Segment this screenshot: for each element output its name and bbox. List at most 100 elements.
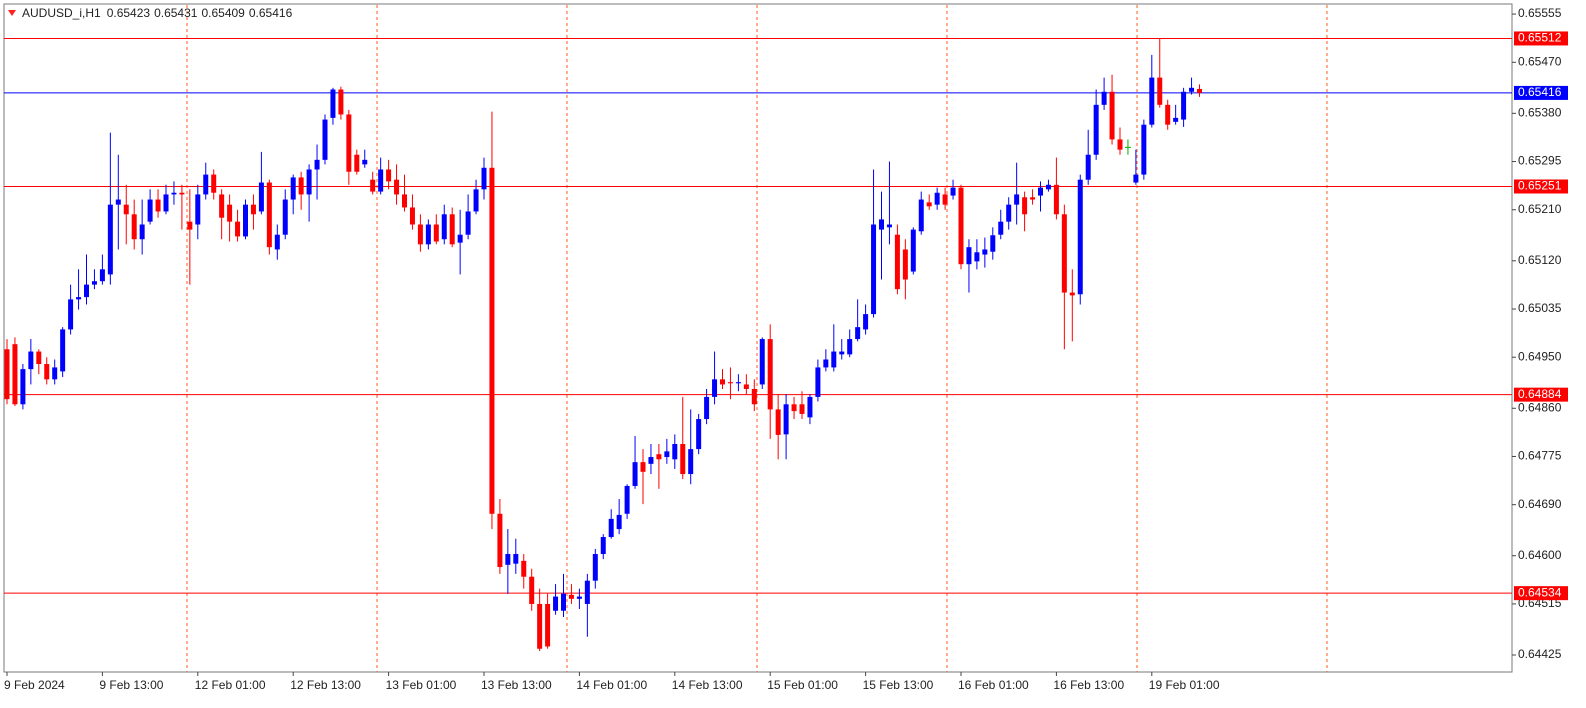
candle-body — [330, 89, 336, 118]
candle-body — [1189, 87, 1195, 92]
candle-body — [537, 603, 543, 649]
candle-body — [84, 284, 89, 298]
candle-body — [378, 169, 384, 192]
candle-body — [12, 344, 18, 405]
candle-body — [823, 359, 829, 368]
candle-body — [4, 349, 10, 400]
candle-body — [123, 204, 129, 215]
x-tick-label: 13 Feb 01:00 — [386, 678, 457, 692]
candle-body — [227, 204, 233, 222]
candle-body — [282, 199, 288, 235]
candle-body — [1045, 184, 1051, 190]
candle-body — [712, 379, 718, 397]
candle-body — [107, 204, 113, 275]
candle-body — [656, 454, 662, 460]
candle-body — [1022, 197, 1028, 215]
candle-body — [60, 329, 66, 372]
y-tick-label: 0.65120 — [1518, 253, 1562, 267]
candle-body — [735, 382, 741, 384]
candle-body — [449, 214, 455, 245]
candle-body — [1101, 91, 1107, 105]
candle-body — [1077, 179, 1083, 295]
candle-body — [982, 249, 988, 255]
header-close: 0.65416 — [249, 6, 293, 20]
candle-body — [1157, 77, 1163, 105]
candle-body — [243, 204, 248, 237]
y-tick-label: 0.65210 — [1518, 202, 1562, 216]
level-label-bg — [1514, 387, 1568, 402]
candle-body — [871, 224, 877, 315]
level-label: 0.65416 — [1518, 85, 1562, 99]
candle-body — [195, 194, 201, 225]
candle-body — [346, 114, 352, 172]
y-tick-label: 0.64600 — [1518, 548, 1562, 562]
candle-body — [1014, 194, 1020, 205]
header-high: 0.65431 — [154, 6, 198, 20]
candle-body — [211, 174, 217, 193]
candle-body — [1006, 204, 1012, 222]
candle-body — [839, 351, 845, 355]
header-open: 0.65423 — [107, 6, 151, 20]
candle-body — [783, 404, 789, 435]
x-tick-label: 16 Feb 01:00 — [958, 678, 1029, 692]
candle-body — [1149, 77, 1155, 125]
candle-body — [791, 404, 797, 412]
candle-body — [131, 214, 137, 240]
candle-body — [179, 192, 185, 195]
candle-body — [465, 211, 471, 235]
candle-body — [966, 247, 972, 265]
y-tick-label: 0.64690 — [1518, 497, 1562, 511]
y-tick-label: 0.65470 — [1518, 54, 1562, 68]
candle-body — [974, 252, 980, 262]
candle-body — [759, 339, 765, 385]
candle-body — [807, 396, 813, 418]
candle-body — [529, 576, 535, 604]
candle-body — [1085, 154, 1091, 180]
candle-body — [36, 351, 42, 365]
candle-body — [561, 593, 566, 611]
header-low: 0.65409 — [201, 6, 245, 20]
x-tick-label: 14 Feb 01:00 — [576, 678, 647, 692]
level-label: 0.65251 — [1518, 179, 1562, 193]
candle-body — [720, 379, 725, 385]
y-tick-label: 0.65035 — [1518, 301, 1562, 315]
level-label-bg — [1514, 31, 1568, 46]
candle-body — [258, 182, 264, 212]
x-tick-label: 13 Feb 13:00 — [481, 678, 552, 692]
plot-frame — [3, 3, 1513, 673]
candle-body — [386, 169, 392, 182]
candle-body — [497, 513, 503, 568]
candle-body — [847, 339, 853, 355]
candle-body — [1117, 139, 1123, 150]
candle-body — [553, 596, 559, 611]
level-label-bg — [1514, 85, 1568, 100]
candle-body — [235, 221, 241, 237]
candle-body — [584, 580, 590, 604]
x-tick-label: 12 Feb 13:00 — [290, 678, 361, 692]
candle-body — [942, 194, 948, 205]
candle-body — [322, 119, 328, 160]
candle-body — [115, 199, 121, 205]
x-tick-label: 16 Feb 13:00 — [1053, 678, 1124, 692]
y-tick-label: 0.65295 — [1518, 154, 1562, 168]
candle-body — [155, 199, 161, 212]
candle-body — [394, 179, 400, 195]
candle-body — [926, 202, 932, 207]
candle-body — [20, 369, 26, 405]
candle-body — [704, 396, 710, 420]
y-tick-label: 0.65555 — [1518, 6, 1562, 20]
candle-body — [934, 192, 940, 205]
candle-body — [688, 449, 694, 475]
candle-body — [608, 518, 614, 538]
candle-body — [751, 388, 757, 405]
candle-body — [91, 281, 97, 285]
x-tick-label: 9 Feb 2024 — [4, 678, 65, 692]
candle-body — [568, 594, 574, 599]
level-label-bg — [1514, 586, 1568, 601]
candle-body — [1093, 104, 1099, 155]
candle-body — [1061, 214, 1067, 293]
x-tick-label: 12 Feb 01:00 — [195, 678, 266, 692]
